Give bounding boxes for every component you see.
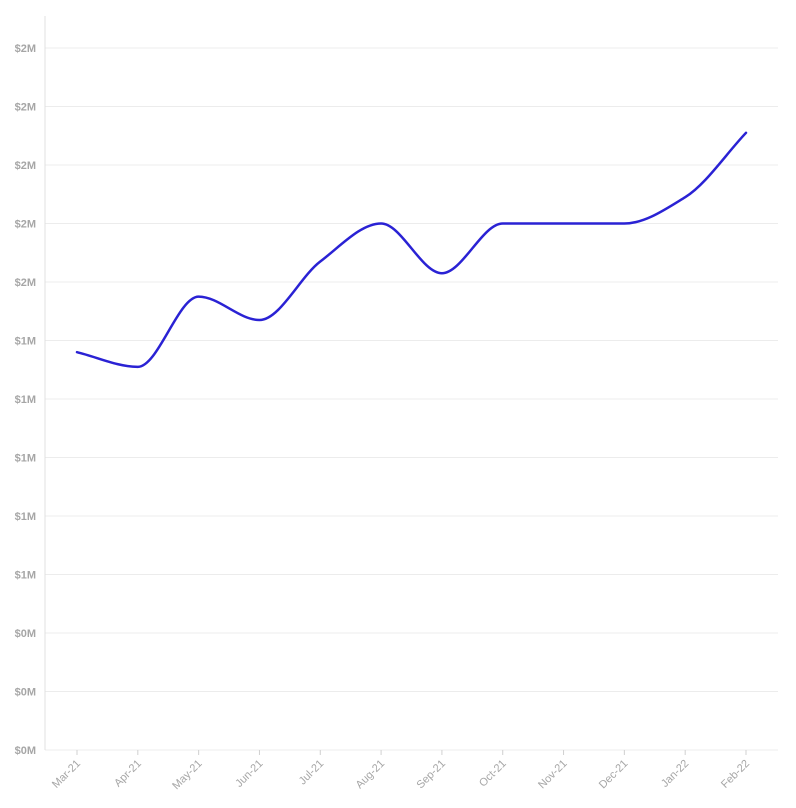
x-tick-label: Aug-21: [354, 758, 388, 792]
x-tick-label: Mar-21: [50, 758, 83, 791]
y-tick-label: $2M: [15, 102, 36, 114]
y-tick-label: $1M: [15, 511, 36, 523]
x-tick-label: Jun-21: [233, 758, 265, 790]
y-tick-label: $2M: [15, 219, 36, 231]
y-tick-labels: $0M $0M $0M $1M $1M $1M $1M $1M $2M $2M $2M $2M $2M: [15, 43, 36, 757]
x-tick-label: Sep-21: [414, 758, 448, 792]
x-tick-label: Oct-21: [477, 758, 509, 790]
x-tick-labels: Mar-21 Apr-21 May-21 Jun-21 Jul-21 Aug-21 Sep-…: [50, 750, 752, 792]
y-tick-label: $0M: [15, 745, 36, 757]
y-tick-label: $2M: [15, 160, 36, 172]
x-tick-label: Jan-22: [659, 758, 691, 790]
y-tick-label: $1M: [15, 336, 36, 348]
x-tick-label: May-21: [170, 758, 204, 792]
x-tick-label: Feb-22: [719, 758, 752, 791]
y-tick-label: $1M: [15, 453, 36, 465]
y-tick-label: $2M: [15, 277, 36, 289]
y-tick-label: $2M: [15, 43, 36, 55]
x-tick-label: Jul-21: [297, 758, 327, 788]
x-tick-label: Nov-21: [536, 758, 570, 792]
x-tick-label: Dec-21: [597, 758, 631, 792]
y-tick-label: $1M: [15, 394, 36, 406]
y-tick-label: $0M: [15, 628, 36, 640]
series-line: [75, 131, 748, 369]
y-tick-label: $1M: [15, 570, 36, 582]
x-tick-label: Apr-21: [112, 758, 144, 790]
y-tick-label: $0M: [15, 687, 36, 699]
gridlines: [45, 47, 778, 751]
